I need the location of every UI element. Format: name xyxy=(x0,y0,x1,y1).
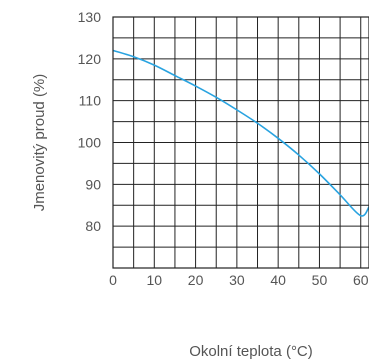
y-tick-label: 130 xyxy=(78,9,102,25)
x-axis-label: Okolní teplota (°C) xyxy=(189,343,313,360)
y-tick-label: 110 xyxy=(79,93,102,109)
x-tick-label: 0 xyxy=(109,272,117,288)
x-tick-label: 30 xyxy=(229,272,245,288)
y-tick-label: 100 xyxy=(78,135,102,151)
x-tick-label: 10 xyxy=(147,272,163,288)
y-tick-label: 90 xyxy=(85,176,101,192)
x-tick-labels: 0 10 20 30 40 50 60 xyxy=(109,272,369,288)
series-line xyxy=(112,49,369,217)
x-tick-label: 60 xyxy=(353,272,369,288)
grid xyxy=(113,17,369,268)
y-tick-label: 80 xyxy=(85,218,101,234)
x-tick-label: 20 xyxy=(188,272,204,288)
x-tick-label: 50 xyxy=(312,272,328,288)
x-tick-label: 40 xyxy=(270,272,286,288)
y-axis-label: Jmenovitý proud (%) xyxy=(31,74,48,212)
y-tick-label: 120 xyxy=(78,51,102,67)
series-layer xyxy=(112,49,369,217)
plot-frame xyxy=(112,16,369,269)
y-tick-labels: 80 90 100 110 120 130 xyxy=(78,9,102,234)
